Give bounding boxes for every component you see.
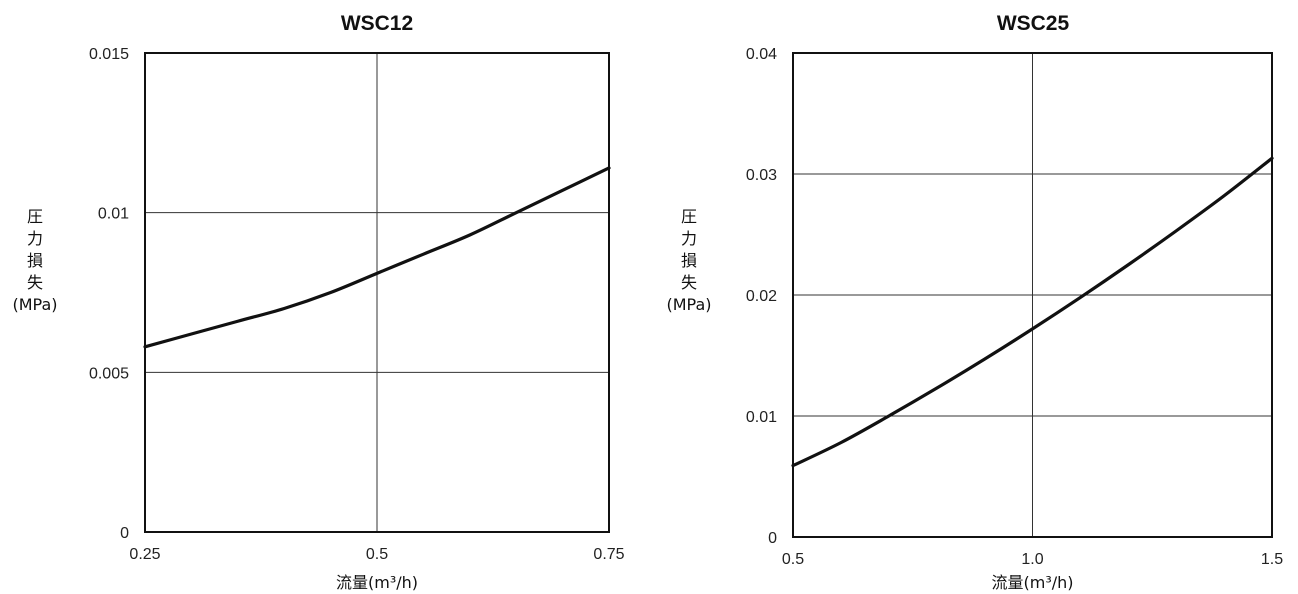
y-tick-label: 0.04 xyxy=(746,46,777,63)
y-tick-label: 0.015 xyxy=(89,46,129,63)
x-axis-label: 流量(m³/h) xyxy=(336,573,418,592)
y-tick-label: 0.005 xyxy=(89,365,129,382)
y-axis-label-part: 力 xyxy=(27,229,43,248)
y-axis-label-part: 圧 xyxy=(27,207,43,226)
y-axis-label-part: 損 xyxy=(681,251,697,270)
y-axis-label-part: 失 xyxy=(681,273,697,292)
y-tick-label: 0.01 xyxy=(98,206,129,223)
y-axis-label-part: (MPa) xyxy=(666,295,711,314)
x-tick-label: 0.25 xyxy=(129,546,160,563)
y-tick-label: 0 xyxy=(120,525,129,542)
y-axis-label-part: 力 xyxy=(681,229,697,248)
chart-title: WSC25 xyxy=(997,12,1070,35)
x-tick-label: 0.75 xyxy=(593,546,624,563)
chart-1: WSC12 0 0.005 0.01 0.015 0.25 0.5 0.75 流量(m³/h) 圧… xyxy=(12,12,624,592)
x-tick-label: 0.5 xyxy=(366,546,388,563)
y-tick-label: 0.01 xyxy=(746,409,777,426)
chart-title: WSC12 xyxy=(341,12,413,35)
y-axis-label-part: 圧 xyxy=(681,207,697,226)
y-tick-label: 0.03 xyxy=(746,167,777,184)
x-axis-label: 流量(m³/h) xyxy=(991,573,1073,592)
plot-frame xyxy=(144,52,610,533)
x-tick-label: 1.0 xyxy=(1021,551,1043,568)
y-axis-label-part: 損 xyxy=(27,251,43,270)
plot-frame xyxy=(792,52,1273,538)
chart-2: WSC25 0 0.01 0.02 0.03 0.04 0.5 1.0 1.5 流量(m³/h) 圧… xyxy=(666,12,1283,592)
y-tick-label: 0 xyxy=(768,530,777,547)
x-tick-label: 0.5 xyxy=(782,551,804,568)
pressure-loss-curve xyxy=(791,156,1274,468)
x-tick-label: 1.5 xyxy=(1261,551,1283,568)
y-tick-label: 0.02 xyxy=(746,288,777,305)
pressure-loss-curve xyxy=(143,166,611,349)
y-axis-label-part: 失 xyxy=(27,273,43,292)
y-axis-label-part: (MPa) xyxy=(12,295,57,314)
